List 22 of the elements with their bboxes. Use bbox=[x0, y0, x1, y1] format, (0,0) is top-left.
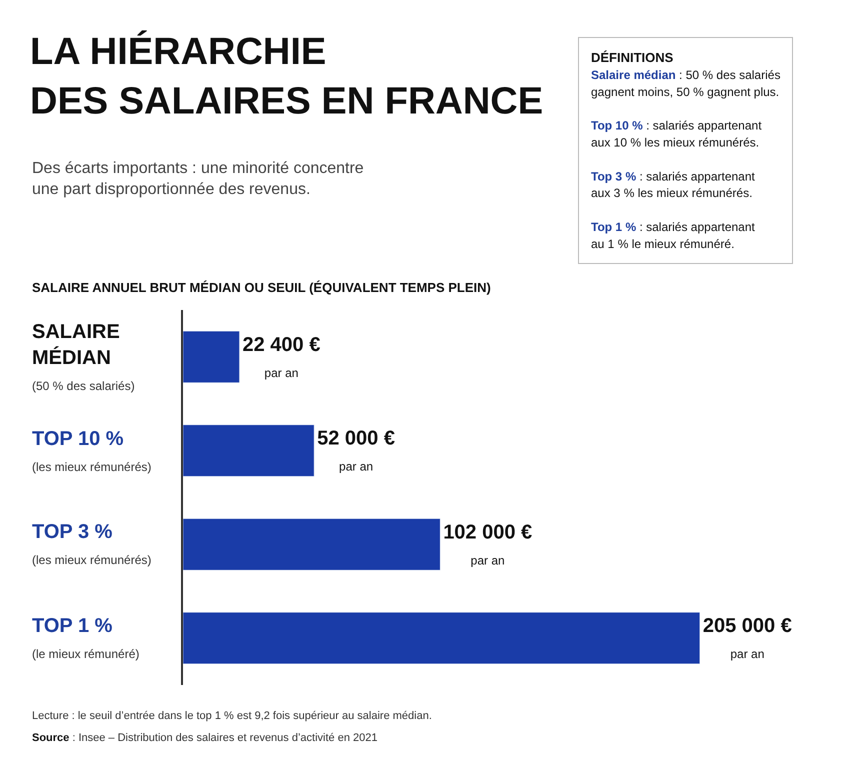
chart-subtitle: Des écarts importants : une minorité concentre une part disproportionnée des revenus. bbox=[32, 160, 364, 198]
text: SALAIRE ANNUEL BRUT MÉDIAN OU SEUIL (ÉQUIVALENT TEMPS PLEIN) bbox=[32, 280, 491, 295]
bar bbox=[183, 330, 240, 383]
bar bbox=[183, 424, 314, 477]
text: Top 3 % : salariés appartenant aux 3 % les mieux rémunérés. bbox=[591, 169, 756, 200]
y-tick-label: TOP 10 % (les mieux rémunérés) bbox=[32, 428, 152, 474]
data-label: 102 000 € par an bbox=[443, 521, 532, 568]
y-tick-label: SALAIRE MÉDIAN (50 % des salariés) bbox=[32, 321, 135, 393]
data-label: 22 400 € par an bbox=[242, 334, 320, 380]
text: Top 1 % : salariés appartenant au 1 % le mieux rémunéré. bbox=[591, 220, 756, 251]
y-tick-label: TOP 1 % (le mieux rémunéré) bbox=[32, 615, 140, 661]
y-tick-label: TOP 3 % (les mieux rémunérés) bbox=[32, 521, 152, 567]
data-label: 52 000 € par an bbox=[317, 428, 395, 474]
data-label: 205 000 € par an bbox=[702, 615, 792, 662]
text: Salaire médian : 50 % des salariés gagnent moins, 50 % gagnent plus. bbox=[591, 68, 780, 99]
text: Top 10 % : salariés appartenant aux 10 % les mieux rémunérés. bbox=[591, 118, 762, 150]
text: DÉFINITIONS bbox=[591, 50, 674, 65]
text: Lecture : le seuil d’entrée dans le top 1 % est 9,2 fois supérieur au salaire médian. bbox=[32, 710, 432, 722]
source-note: Source : Insee – Distribution des salaires et revenus d’activité en 2021 bbox=[32, 732, 378, 744]
bar bbox=[183, 518, 440, 570]
bar bbox=[183, 612, 700, 664]
chart-title: LA HIÉRARCHIE DES SALAIRES EN FRANCE bbox=[30, 30, 544, 122]
